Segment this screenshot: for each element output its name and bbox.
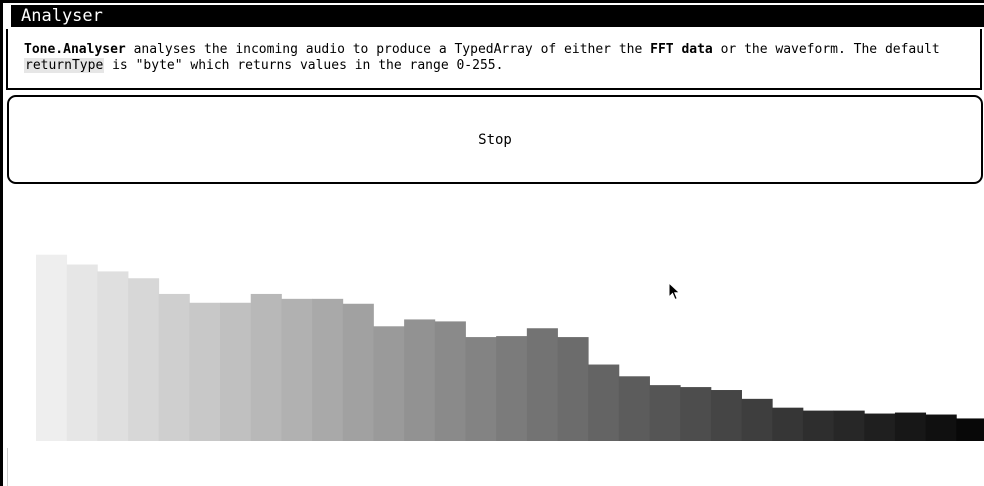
description-text-1: analyses the incoming audio to produce a…	[125, 42, 651, 57]
fft-bar	[312, 298, 344, 441]
fft-bar	[496, 336, 528, 441]
description-class-name: Tone.Analyser	[24, 42, 126, 57]
fft-bar	[864, 413, 896, 441]
fft-bar	[649, 385, 681, 441]
fft-bar	[189, 302, 221, 441]
fft-bar	[925, 414, 957, 441]
description-text-2: or the waveform. The default	[712, 42, 940, 57]
fft-bar	[220, 302, 252, 441]
stop-button[interactable]: Stop	[7, 95, 983, 184]
description-text-3: is "byte" which returns values in the ra…	[104, 58, 504, 73]
fft-bar	[894, 412, 927, 441]
fft-bar	[956, 418, 984, 441]
fft-bar	[128, 278, 160, 441]
page-title: Analyser	[11, 5, 984, 27]
fft-bar	[373, 326, 405, 441]
fft-bar	[465, 337, 497, 441]
fft-bar	[772, 407, 804, 441]
description-return-type-code: returnType	[24, 58, 105, 73]
description-panel: Tone.Analyser analyses the incoming audi…	[6, 29, 982, 90]
fft-bar	[281, 298, 313, 441]
fft-bar	[342, 303, 374, 441]
fft-bar	[618, 376, 650, 441]
fft-bar	[588, 364, 620, 441]
fft-bar	[557, 337, 589, 441]
fft-bar	[97, 271, 129, 441]
fft-analyser-chart	[36, 254, 984, 441]
fft-bar	[434, 321, 466, 441]
fft-bar	[833, 410, 865, 441]
fft-bar	[741, 398, 773, 441]
stop-button-label: Stop	[478, 131, 512, 148]
fft-bar	[802, 410, 835, 441]
fft-bar	[680, 387, 712, 441]
fft-bar	[66, 264, 98, 441]
fft-bar	[710, 390, 742, 441]
fft-bar	[158, 293, 190, 441]
fft-bar	[526, 328, 558, 441]
top-rule	[3, 0, 984, 3]
fft-bar	[250, 293, 282, 441]
fft-bar	[36, 254, 68, 441]
mouse-pointer-icon	[668, 282, 681, 301]
fft-bar	[404, 319, 436, 441]
description-fft-emphasis: FFT data	[650, 42, 713, 57]
left-edge-divider	[7, 448, 8, 486]
